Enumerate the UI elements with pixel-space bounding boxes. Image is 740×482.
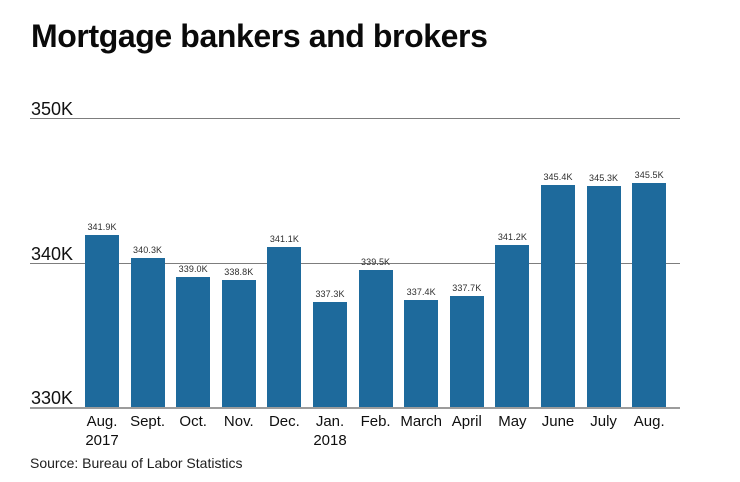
x-tick-label: May bbox=[466, 412, 558, 431]
bar bbox=[358, 269, 393, 407]
gridline-340k bbox=[30, 263, 680, 264]
x-tick-label-line: Jan. bbox=[315, 413, 345, 430]
bar-value-label: 339.0K bbox=[178, 264, 208, 274]
bar-value-label: 337.3K bbox=[315, 288, 345, 299]
bar-value-label: 339.5K bbox=[361, 256, 391, 267]
x-tick-label-line: June bbox=[541, 413, 575, 430]
bar-value-label: 337.4K bbox=[406, 287, 436, 298]
source-attribution: Source: Bureau of Labor Statistics bbox=[30, 455, 243, 471]
bar-value-label: 345.5K bbox=[634, 170, 664, 180]
bar bbox=[541, 184, 575, 407]
bar bbox=[404, 300, 439, 407]
bar-value-label: 340.3K bbox=[133, 245, 163, 256]
bar bbox=[85, 235, 119, 407]
y-tick-label: 340K bbox=[31, 244, 74, 264]
x-axis-line bbox=[30, 407, 680, 409]
bar bbox=[313, 301, 347, 407]
gridline-350k bbox=[30, 118, 680, 119]
x-tick-label-line: April bbox=[451, 413, 482, 430]
x-tick-label: Oct. bbox=[147, 412, 239, 431]
bar bbox=[267, 246, 302, 407]
bar-value-label: 341.1K bbox=[269, 233, 299, 244]
x-tick-label-line: 2018 bbox=[313, 432, 347, 449]
x-tick-label-line: Nov. bbox=[223, 413, 254, 430]
bar bbox=[176, 277, 211, 407]
x-tick-label: Aug. bbox=[603, 412, 695, 431]
x-tick-label: April bbox=[421, 412, 513, 431]
bar-value-label: 337.7K bbox=[452, 282, 482, 293]
bar bbox=[449, 295, 484, 407]
x-tick-label-line: Sept. bbox=[130, 413, 166, 430]
x-tick-label-line: Feb. bbox=[360, 413, 391, 430]
x-tick-label: Dec. bbox=[238, 412, 330, 431]
x-tick-label-line: May bbox=[498, 413, 527, 430]
chart-title: Mortgage bankers and brokers bbox=[31, 18, 488, 54]
bar-value-label: 341.2K bbox=[497, 232, 527, 243]
x-tick-label: Jan. 2018 bbox=[284, 412, 376, 450]
bar-value-label: 338.8K bbox=[224, 266, 254, 277]
x-tick-label-line: July bbox=[590, 413, 617, 430]
x-tick-label: July bbox=[558, 412, 650, 431]
x-tick-label-line: 2017 bbox=[85, 432, 119, 449]
x-tick-label-line: Aug. bbox=[633, 413, 665, 430]
bar-value-label: 345.4K bbox=[543, 171, 573, 182]
y-tick-label: 350K bbox=[31, 99, 74, 119]
x-tick-label-line: Oct. bbox=[179, 413, 207, 430]
y-tick-label: 330K bbox=[31, 388, 74, 408]
bar bbox=[130, 258, 165, 407]
x-tick-label: Feb. bbox=[330, 412, 422, 431]
x-tick-label: Aug. 2017 bbox=[56, 412, 148, 450]
bar-value-label: 341.9K bbox=[87, 222, 117, 232]
x-tick-label: March bbox=[375, 412, 467, 431]
x-tick-label: Nov. bbox=[193, 412, 285, 431]
x-tick-label-line: Aug. bbox=[86, 413, 118, 430]
bar bbox=[495, 245, 530, 407]
x-tick-label-line: March bbox=[400, 413, 443, 430]
bar bbox=[221, 279, 256, 407]
x-tick-label: Sept. bbox=[102, 412, 194, 431]
bar-value-label: 345.3K bbox=[589, 172, 619, 183]
x-tick-label-line: Dec. bbox=[268, 413, 300, 430]
bar bbox=[632, 183, 667, 407]
bar bbox=[586, 185, 621, 407]
x-tick-label: June bbox=[512, 412, 604, 431]
